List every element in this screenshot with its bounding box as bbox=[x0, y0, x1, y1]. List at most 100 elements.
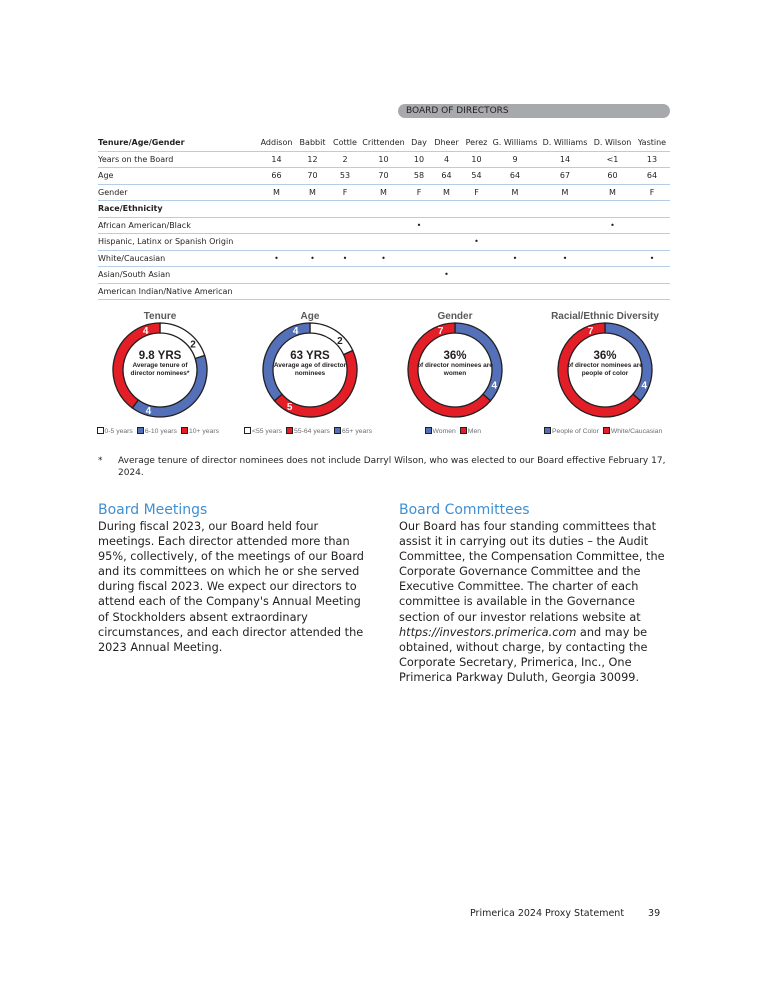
table-cell: <1 bbox=[591, 151, 634, 168]
racial-ethnic-diversity-segment bbox=[557, 322, 642, 418]
legend-item: White/Caucasian bbox=[602, 427, 662, 435]
tenure-center-text: 9.8 YRS Average tenure of director nomine… bbox=[120, 350, 200, 378]
page-number: 39 bbox=[648, 908, 661, 919]
table-cell: 60 bbox=[591, 167, 634, 185]
race-header: Race/Ethnicity bbox=[98, 200, 258, 218]
table-cell bbox=[491, 217, 539, 234]
table-cell bbox=[539, 266, 591, 284]
tenure-legend: 0-5 years 6-10 years 10+ years bbox=[96, 427, 224, 435]
legend-label: <55 years bbox=[252, 428, 283, 435]
director-column-header: Yastine bbox=[634, 135, 670, 152]
table-cell bbox=[491, 283, 539, 300]
table-cell: 9 bbox=[491, 151, 539, 168]
table-cell: 64 bbox=[491, 167, 539, 185]
table-cell bbox=[330, 266, 360, 284]
row-label: Years on the Board bbox=[98, 151, 258, 168]
section-banner: BOARD OF DIRECTORS bbox=[398, 104, 670, 118]
empty-cell bbox=[462, 200, 491, 218]
racial-ethnic-diversity-chart-title: Racial/Ethnic Diversity bbox=[551, 311, 659, 322]
table-cell bbox=[258, 266, 295, 284]
table-cell bbox=[431, 217, 462, 234]
table-cell: 12 bbox=[295, 151, 330, 168]
age-data-label: 4 bbox=[293, 326, 299, 337]
table-cell: • bbox=[591, 217, 634, 234]
director-column-header: G. Williams bbox=[491, 135, 539, 152]
table-cell bbox=[634, 217, 670, 234]
row-label: African American/Black bbox=[98, 217, 258, 234]
board-committees-text: Our Board has four standing committees t… bbox=[399, 519, 671, 685]
table-cell: • bbox=[330, 250, 360, 267]
investor-relations-link[interactable]: https://investors.primerica.com bbox=[399, 625, 577, 639]
table-cell bbox=[539, 283, 591, 300]
tenure-data-label: 2 bbox=[190, 340, 196, 351]
table-cell: M bbox=[431, 184, 462, 201]
table-cell bbox=[462, 250, 491, 267]
table-header-row: Tenure/Age/Gender Addison Babbit Cottle Crit… bbox=[98, 135, 670, 152]
table-cell bbox=[258, 233, 295, 251]
row-label: Asian/South Asian bbox=[98, 266, 258, 284]
table-cell: 66 bbox=[258, 167, 295, 185]
table-cell: 58 bbox=[407, 167, 431, 185]
table-cell: M bbox=[295, 184, 330, 201]
legend-swatch bbox=[602, 427, 610, 434]
center-value: 36% bbox=[443, 350, 467, 362]
legend-swatch bbox=[459, 427, 467, 434]
table-row: African American/Black • • bbox=[98, 217, 670, 234]
center-caption: of director nominees are women bbox=[417, 362, 493, 377]
table-cell: • bbox=[295, 250, 330, 267]
table-cell: 67 bbox=[539, 167, 591, 185]
table-cell: F bbox=[462, 184, 491, 201]
table-cell: F bbox=[407, 184, 431, 201]
director-column-header: Day bbox=[407, 135, 431, 152]
board-table: Tenure/Age/Gender Addison Babbit Cottle Crit… bbox=[98, 135, 670, 300]
table-row: Hispanic, Latinx or Spanish Origin • bbox=[98, 233, 670, 251]
gender-data-label: 7 bbox=[438, 326, 444, 337]
empty-cell bbox=[431, 200, 462, 218]
legend-item: 55-64 years bbox=[286, 427, 330, 435]
table-cell bbox=[407, 250, 431, 267]
tenure-data-label: 4 bbox=[146, 406, 152, 417]
empty-cell bbox=[360, 200, 407, 218]
table-cell bbox=[360, 283, 407, 300]
center-caption: Average age of director nominees bbox=[273, 362, 347, 377]
committees-text-before: Our Board has four standing committees t… bbox=[399, 520, 665, 624]
legend-item: 0-5 years bbox=[96, 427, 133, 435]
legend-swatch bbox=[544, 427, 551, 434]
table-cell: • bbox=[258, 250, 295, 267]
row-label: Age bbox=[98, 167, 258, 185]
table-cell bbox=[295, 283, 330, 300]
center-value: 36% bbox=[593, 350, 617, 362]
table-cell: M bbox=[360, 184, 407, 201]
table-cell bbox=[407, 266, 431, 284]
board-meetings-heading: Board Meetings bbox=[98, 502, 208, 518]
table-cell bbox=[462, 217, 491, 234]
table-cell bbox=[330, 233, 360, 251]
legend-label: Women bbox=[432, 428, 456, 435]
legend-swatch bbox=[180, 427, 188, 434]
age-chart-title: Age bbox=[300, 311, 320, 322]
table-cell bbox=[634, 283, 670, 300]
table-cell bbox=[539, 217, 591, 234]
table-cell: • bbox=[431, 266, 462, 284]
racial-ethnic-diversity-data-label: 7 bbox=[588, 326, 594, 337]
gender-data-label: 4 bbox=[491, 380, 497, 391]
footnote: * Average tenure of director nominees do… bbox=[98, 455, 673, 479]
table-cell: 14 bbox=[539, 151, 591, 168]
table-cell bbox=[295, 266, 330, 284]
table-cell: M bbox=[258, 184, 295, 201]
director-column-header: D. Williams bbox=[539, 135, 591, 152]
table-cell bbox=[634, 233, 670, 251]
age-data-label: 2 bbox=[337, 336, 343, 347]
table-row: Asian/South Asian • bbox=[98, 266, 670, 284]
table-cell bbox=[295, 217, 330, 234]
table-row: Gender M M F M F M F M M M F bbox=[98, 184, 670, 201]
director-column-header: Cottle bbox=[330, 135, 360, 152]
table-cell: 70 bbox=[360, 167, 407, 185]
legend-item: Women bbox=[424, 427, 456, 435]
table-cell bbox=[258, 217, 295, 234]
table-row: Years on the Board 14 12 2 10 10 4 10 9 14 <1 13 bbox=[98, 151, 670, 168]
empty-cell bbox=[634, 200, 670, 218]
table-cell bbox=[407, 283, 431, 300]
table-row: White/Caucasian • • • • • • • bbox=[98, 250, 670, 267]
gender-center-text: 36% of director nominees are women bbox=[415, 350, 495, 378]
